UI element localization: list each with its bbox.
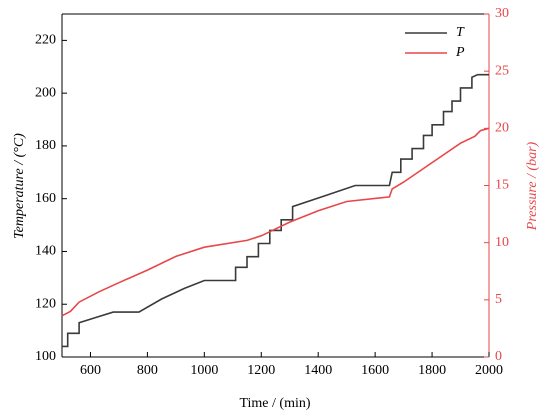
x-tick-label: 800 <box>137 363 158 378</box>
x-tick-label: 1600 <box>361 363 389 378</box>
x-tick-label: 1000 <box>190 363 218 378</box>
y2-tick-label: 15 <box>495 178 509 193</box>
line-series <box>62 73 489 348</box>
y-tick-label: 100 <box>35 349 56 364</box>
y2-tick-label: 30 <box>495 6 509 21</box>
legend-label: T <box>456 25 465 40</box>
legend-label: P <box>455 45 465 60</box>
y-tick-label: 120 <box>35 296 56 311</box>
x-axis-title: Time / (min) <box>239 396 310 411</box>
x-tick-label: 1200 <box>247 363 275 378</box>
y2-tick-label: 5 <box>495 292 502 307</box>
x-tick-label: 2000 <box>475 363 503 378</box>
y2-tick-label: 25 <box>495 63 509 78</box>
y-tick-label: 140 <box>35 244 56 259</box>
y-tick-label: 180 <box>35 138 56 153</box>
y2-tick-label: 20 <box>495 121 509 136</box>
y-axis-title: Temperature / (°C) <box>12 133 27 239</box>
x-tick-label: 1800 <box>418 363 446 378</box>
x-tick-label: 600 <box>80 363 101 378</box>
x-tick-label: 1400 <box>304 363 332 378</box>
y2-tick-label: 0 <box>495 349 502 364</box>
y-tick-label: 200 <box>35 85 56 100</box>
line-series <box>61 127 490 317</box>
y-tick-label: 220 <box>35 33 56 48</box>
y-tick-label: 160 <box>35 191 56 206</box>
y2-axis-title: Pressure / (bar) <box>525 141 540 231</box>
y2-tick-label: 10 <box>495 235 509 250</box>
